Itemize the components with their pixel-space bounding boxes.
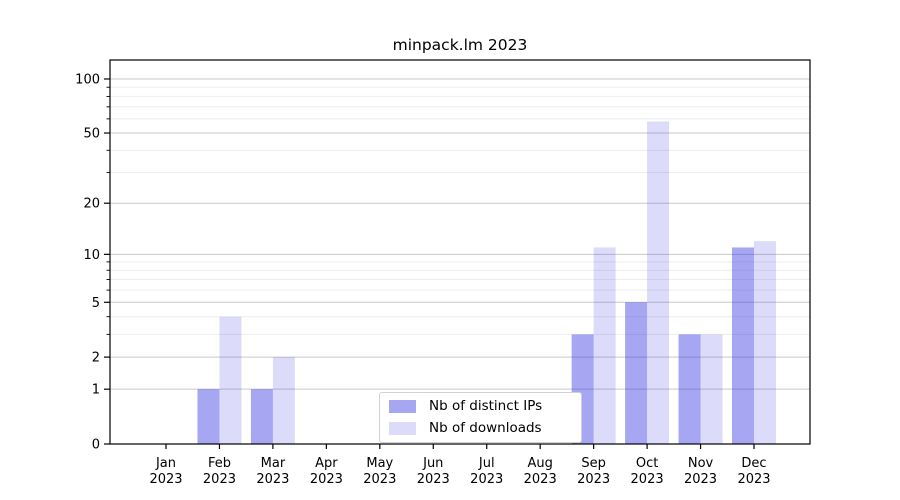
x-tick-label-month-jul: Jul: [478, 456, 495, 471]
bar-distinct-ips-feb: [197, 389, 220, 444]
x-tick-label-month-apr: Apr: [315, 456, 338, 471]
bar-distinct-ips-nov: [678, 334, 701, 444]
x-tick-label-month-aug: Aug: [527, 456, 552, 471]
y-tick-label-2: 2: [92, 351, 100, 366]
x-tick-label-year-jan: 2023: [149, 472, 182, 487]
x-tick-label-month-mar: Mar: [261, 456, 286, 471]
bar-downloads-nov: [700, 334, 723, 444]
x-tick-label-year-mar: 2023: [256, 472, 289, 487]
legend-swatch-downloads: [389, 421, 416, 435]
bar-distinct-ips-mar: [250, 389, 273, 444]
x-tick-label-year-aug: 2023: [524, 472, 557, 487]
y-tick-label-1: 1: [92, 383, 100, 398]
y-tick-label-10: 10: [83, 248, 100, 263]
legend-item-downloads: Nb of downloads: [389, 420, 571, 436]
chart-title: minpack.lm 2023: [392, 36, 528, 54]
x-tick-label-month-feb: Feb: [208, 456, 231, 471]
bar-distinct-ips-oct: [625, 302, 648, 444]
x-tick-label-year-oct: 2023: [631, 472, 664, 487]
y-tick-label-50: 50: [83, 127, 100, 142]
bar-distinct-ips-dec: [732, 247, 754, 444]
legend-swatch-distinct-ips: [389, 399, 416, 413]
legend: Nb of distinct IPs Nb of downloads: [379, 392, 582, 443]
legend-item-distinct-ips: Nb of distinct IPs: [389, 398, 571, 414]
x-tick-label-month-nov: Nov: [688, 456, 714, 471]
bar-downloads-feb: [219, 316, 242, 444]
bar-downloads-mar: [272, 357, 295, 444]
x-tick-label-month-oct: Oct: [636, 456, 658, 471]
y-tick-label-20: 20: [83, 197, 100, 212]
legend-label-downloads: Nb of downloads: [429, 420, 542, 436]
x-tick-label-year-feb: 2023: [203, 472, 236, 487]
x-tick-label-month-may: May: [366, 456, 393, 471]
bar-downloads-sep: [593, 247, 616, 444]
x-tick-label-month-jan: Jan: [155, 456, 176, 471]
bar-downloads-dec: [754, 241, 776, 444]
x-tick-label-year-nov: 2023: [684, 472, 717, 487]
y-tick-label-5: 5: [92, 296, 100, 311]
y-tick-label-100: 100: [75, 72, 100, 87]
y-tick-label-0: 0: [92, 438, 100, 453]
legend-label-distinct-ips: Nb of distinct IPs: [429, 398, 543, 414]
plot-box: [109, 59, 811, 445]
x-tick-label-month-dec: Dec: [741, 456, 766, 471]
x-tick-label-year-jun: 2023: [417, 472, 450, 487]
x-tick-label-year-dec: 2023: [737, 472, 770, 487]
x-tick-label-year-sep: 2023: [577, 472, 610, 487]
x-tick-label-year-jul: 2023: [470, 472, 503, 487]
x-tick-label-year-may: 2023: [363, 472, 396, 487]
bar-downloads-oct: [647, 121, 670, 445]
x-tick-label-month-jun: Jun: [422, 456, 443, 471]
x-tick-label-month-sep: Sep: [581, 456, 606, 471]
x-tick-label-year-apr: 2023: [310, 472, 343, 487]
